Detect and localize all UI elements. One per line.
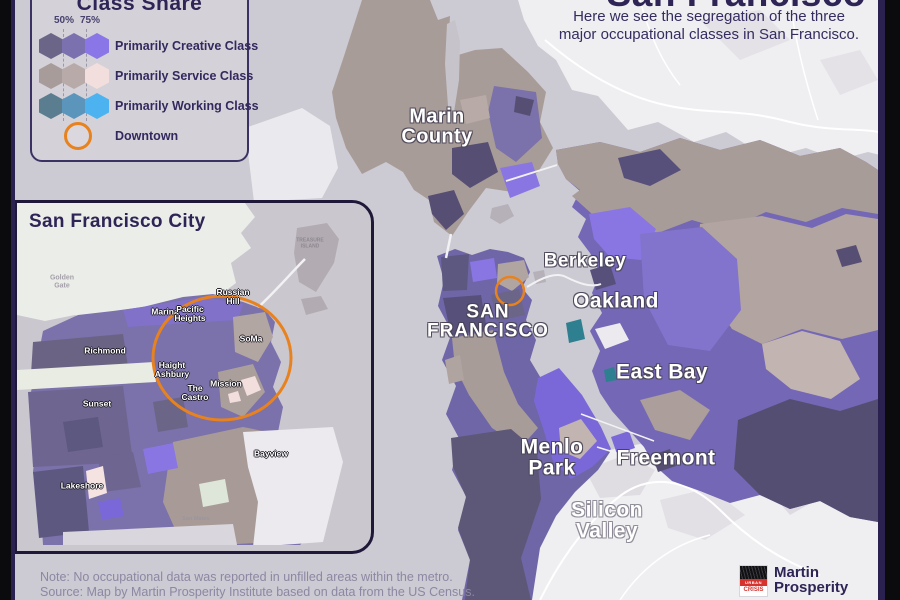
creative-hexagons [39, 33, 109, 59]
san-francisco-peninsula-region [437, 249, 611, 600]
book-cover-art [740, 566, 767, 579]
map-label-freemont: Freemont [616, 446, 716, 470]
legend-label-service: Primarily Service Class [115, 69, 254, 83]
legend-label-working: Primarily Working Class [115, 99, 259, 113]
hexagon-swatch [62, 93, 86, 119]
legend-tick-75: 75% [79, 15, 101, 26]
city-label-marina: Marina [151, 306, 179, 317]
legend-panel: Class Share 50% 75% Primarily Creative C… [30, 0, 259, 162]
hexagon-swatch [85, 63, 109, 89]
map-label-san-francisco: SAN FRANCISCO [427, 301, 549, 342]
city-label-russian-hill: Russian Hill [216, 287, 250, 306]
legend-label-downtown: Downtown [115, 129, 179, 143]
legend-tick-50: 50% [53, 15, 75, 26]
publisher-logo: URBAN CRISIS Martin Prosperity [739, 565, 848, 597]
hint-label-golden-gate: Golden Gate [49, 274, 75, 289]
book-title-urban: URBAN [740, 579, 767, 586]
hexagon-swatch [39, 93, 63, 119]
map-label-east-bay: East Bay [616, 360, 708, 384]
downtown-circle-main [494, 275, 526, 307]
frame-line-right [878, 0, 885, 600]
city-label-richmond: Richmond [84, 345, 126, 356]
map-label-oakland: Oakland [573, 289, 659, 313]
city-label-pacific-heights: Pacific Heights [174, 304, 206, 323]
legend-row-downtown: Downtown [39, 122, 178, 150]
legend-row-working: Primarily Working Class [39, 93, 259, 119]
city-label-haight-ashbury: Haight Ashbury [154, 360, 190, 379]
inset-title: San Francisco City [29, 211, 206, 232]
urban-crisis-book-icon: URBAN CRISIS [739, 565, 768, 597]
frame-line-left [11, 0, 15, 600]
page-subtitle: Here we see the segregation of the three… [558, 8, 860, 43]
brand-name: Martin Prosperity [774, 564, 849, 596]
page-title: San Francisco [607, 0, 866, 15]
frame-black-right [885, 0, 900, 600]
hexagon-swatch [62, 63, 86, 89]
service-hexagons [39, 63, 109, 89]
islands-and-bridges [444, 164, 655, 464]
hexagon-swatch [85, 93, 109, 119]
hint-label-san-mateo: San Mateo [182, 515, 210, 522]
legend-label-creative: Primarily Creative Class [115, 39, 259, 53]
downtown-circle-swatch [64, 122, 92, 150]
hexagon-swatch [39, 63, 63, 89]
marin-county-region [332, 0, 553, 236]
east-bay-region [556, 138, 878, 522]
map-label-silicon-valley: Silicon Valley [571, 498, 643, 543]
city-label-bayview: Bayview [253, 448, 289, 459]
inset-city [17, 294, 343, 545]
city-label-sunset: Sunset [82, 398, 112, 409]
book-title-crisis: CRISIS [743, 587, 764, 593]
city-label-soma: SoMa [239, 333, 263, 344]
frame-black-left [0, 0, 11, 600]
hexagon-swatch [62, 33, 86, 59]
map-label-marin-county: Marin County [401, 105, 473, 148]
map-label-berkeley: Berkeley [543, 250, 627, 272]
map-label-menlo-park: Menlo Park [520, 435, 584, 480]
footnote: Note: No occupational data was reported … [40, 570, 475, 599]
city-label-mission: Mission [210, 378, 242, 389]
legend-title: Class Share [76, 0, 203, 15]
inset-map-panel: San Francisco City Marina Russian Hill P… [14, 200, 374, 554]
hexagon-swatch [85, 33, 109, 59]
working-hexagons [39, 93, 109, 119]
hexagon-swatch [39, 33, 63, 59]
inset-map [17, 203, 365, 545]
hint-label-treasure-island: TREASURE ISLAND [296, 237, 324, 249]
inset-marin-headlands [17, 203, 339, 323]
city-label-the-castro: The Castro [181, 383, 209, 402]
city-label-lakeshore: Lakeshore [60, 480, 104, 491]
legend-row-creative: Primarily Creative Class [39, 33, 258, 59]
downtown-circle-inset [151, 294, 293, 422]
legend-row-service: Primarily Service Class [39, 63, 253, 89]
